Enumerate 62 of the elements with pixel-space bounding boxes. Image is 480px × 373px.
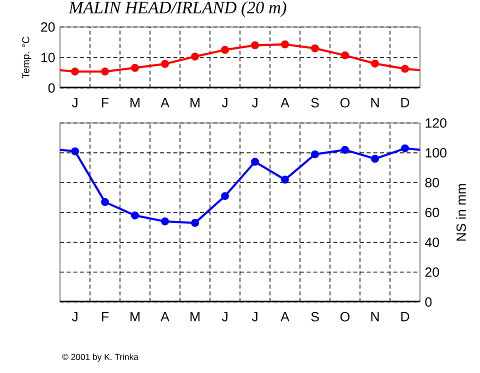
- point: [220, 46, 229, 54]
- x-tick-label: J: [72, 312, 78, 322]
- point: [310, 44, 320, 52]
- y-tick-label: 40: [425, 238, 440, 248]
- x-tick-label: A: [280, 312, 290, 322]
- point: [161, 217, 170, 226]
- point: [340, 146, 350, 154]
- x-tick-label: J: [252, 312, 258, 322]
- point: [190, 52, 200, 61]
- x-tick-label: A: [160, 312, 170, 322]
- point: [280, 40, 289, 48]
- x-tick-label: A: [280, 98, 290, 108]
- x-tick-label: A: [160, 98, 170, 108]
- y-tick-label: 0: [425, 297, 432, 307]
- x-tick-label: J: [222, 98, 228, 108]
- x-tick-label: S: [311, 312, 319, 322]
- point: [401, 144, 410, 152]
- x-tick-label: J: [252, 98, 258, 108]
- x-tick-label: D: [401, 312, 410, 322]
- y-tick-label: 80: [425, 178, 440, 188]
- point: [70, 147, 80, 156]
- chart-title: MALIN HEAD/IRLAND (20 m): [68, 1, 286, 17]
- point: [191, 218, 200, 227]
- point: [400, 64, 410, 73]
- point: [101, 68, 110, 76]
- point: [370, 60, 379, 68]
- point: [131, 211, 140, 220]
- y-tick-label: 120: [426, 118, 446, 128]
- point: [161, 60, 170, 68]
- x-tick-label: D: [401, 98, 410, 108]
- point: [70, 68, 79, 76]
- x-tick-label: S: [311, 98, 319, 108]
- y-tick-label: 20: [425, 267, 440, 277]
- point: [340, 51, 349, 60]
- x-tick-label: O: [340, 312, 350, 322]
- x-tick-label: N: [371, 98, 379, 108]
- x-tick-label: M: [190, 312, 200, 322]
- x-tick-label: J: [222, 312, 228, 322]
- y-tick-label: 60: [425, 208, 440, 218]
- x-tick-label: F: [102, 98, 109, 108]
- point: [130, 64, 140, 72]
- point: [370, 154, 379, 163]
- point: [251, 41, 260, 50]
- text: © 2001 by K. Trinka: [62, 354, 138, 362]
- x-tick-label: M: [130, 98, 140, 108]
- point: [280, 176, 290, 184]
- y-tick-label: 20: [41, 22, 55, 32]
- y-axis-title: Temp. °C: [22, 36, 32, 78]
- point: [251, 158, 260, 166]
- point: [101, 198, 110, 206]
- x-tick-label: F: [102, 312, 109, 322]
- x-tick-label: J: [72, 98, 78, 108]
- x-tick-label: N: [371, 312, 379, 322]
- x-tick-label: M: [190, 98, 200, 108]
- point: [220, 192, 229, 200]
- x-tick-label: O: [340, 98, 350, 108]
- point: [310, 150, 320, 158]
- y-tick-label: 100: [426, 148, 446, 158]
- x-tick-label: M: [130, 312, 140, 322]
- y-tick-label: 10: [41, 52, 55, 62]
- y-tick-label: 0: [48, 83, 55, 93]
- y-axis-title: NS in mm: [456, 184, 466, 241]
